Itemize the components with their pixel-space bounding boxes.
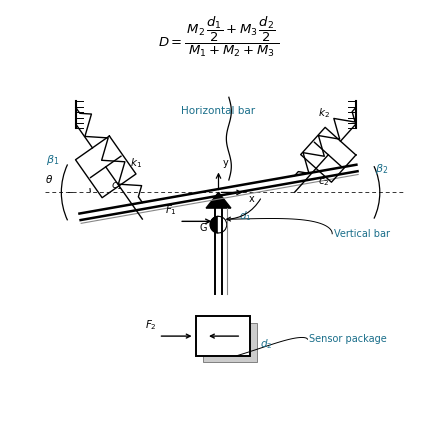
Text: $F_2$: $F_2$ <box>145 318 156 332</box>
Polygon shape <box>206 192 231 208</box>
Text: $c_2$: $c_2$ <box>318 176 329 188</box>
Text: $d_2$: $d_2$ <box>260 337 272 351</box>
Text: y: y <box>222 157 229 168</box>
Text: $d_1$: $d_1$ <box>239 209 252 223</box>
Text: $D = \dfrac{\,M_2\,\dfrac{d_1}{2} + M_3\,\dfrac{d_2}{2}\,}{M_1 + M_2 + M_3}$: $D = \dfrac{\,M_2\,\dfrac{d_1}{2} + M_3\… <box>158 14 279 59</box>
Text: Sensor package: Sensor package <box>309 334 387 344</box>
Text: $\theta$: $\theta$ <box>45 173 53 185</box>
Bar <box>196 316 250 356</box>
Text: $k_1$: $k_1$ <box>130 156 142 170</box>
Text: $F_1$: $F_1$ <box>165 203 177 217</box>
Polygon shape <box>218 216 227 233</box>
Text: $c_1$: $c_1$ <box>111 180 123 192</box>
Text: $\beta_1$: $\beta_1$ <box>46 154 60 168</box>
Text: x: x <box>249 195 254 204</box>
Text: $\beta_2$: $\beta_2$ <box>375 162 388 176</box>
Text: Horizontal bar: Horizontal bar <box>181 106 256 116</box>
Text: Vertical bar: Vertical bar <box>334 229 390 239</box>
Polygon shape <box>210 216 218 233</box>
Text: G: G <box>199 223 207 233</box>
Text: $k_2$: $k_2$ <box>318 106 330 120</box>
Polygon shape <box>203 323 257 362</box>
